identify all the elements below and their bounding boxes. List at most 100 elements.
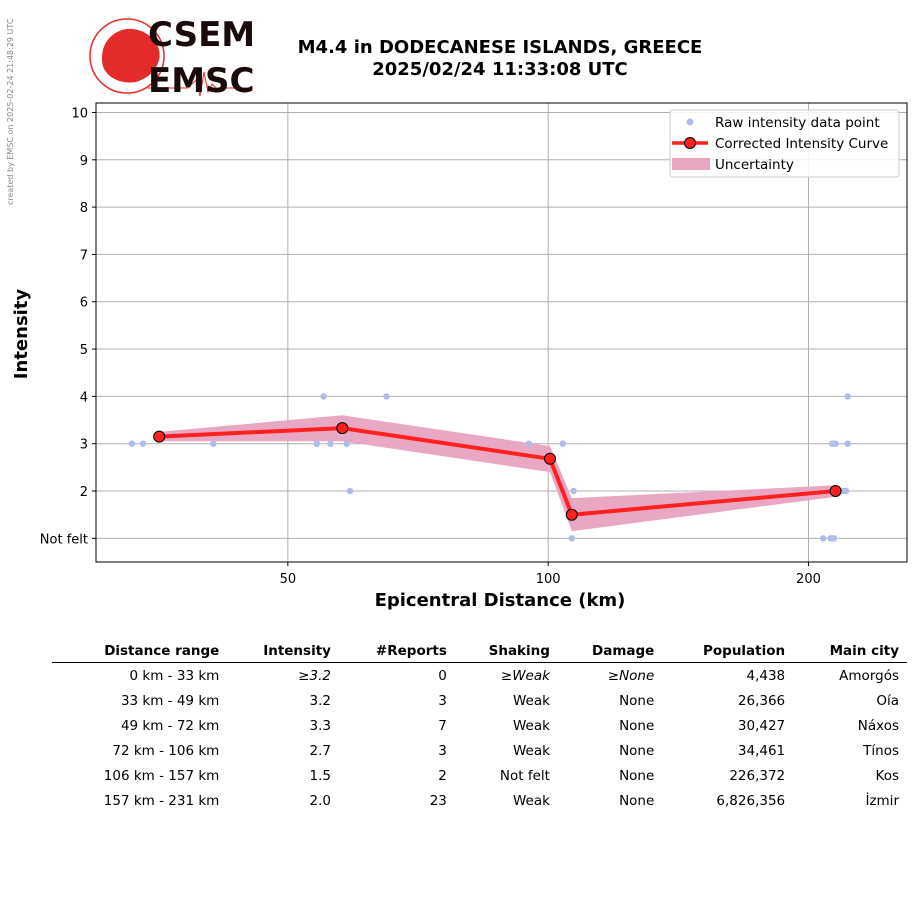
- legend-curve-label: Corrected Intensity Curve: [715, 136, 888, 152]
- event-datetime: 2025/02/24 11:33:08 UTC: [372, 59, 628, 80]
- emsc-logo: CSEM EMSC: [88, 15, 258, 104]
- y-tick-label: 4: [80, 390, 88, 405]
- cell-intensity: 2.0: [309, 792, 331, 809]
- curve-marker: [565, 508, 578, 521]
- cell-reports: 2: [438, 767, 447, 784]
- plot-frame: [95, 102, 908, 563]
- cell-city: Oía: [876, 692, 899, 709]
- raw-data-point: [844, 440, 851, 447]
- raw-data-point: [313, 440, 320, 447]
- cell-reports: 3: [438, 742, 447, 759]
- y-tick-label: 5: [80, 343, 88, 358]
- cell-city: İzmir: [865, 792, 899, 809]
- table-row: 72 km - 106 km 2.7 3 Weak None 34,461 Tínos: [52, 738, 907, 763]
- table-header: Distance range Intensity #Reports Shaking Da…: [52, 640, 907, 663]
- cell-population: 226,372: [729, 767, 786, 784]
- cell-damage: None: [619, 717, 655, 734]
- raw-data-point: [570, 487, 577, 495]
- raw-data-point: [842, 487, 850, 495]
- cell-range: 0 km - 33 km: [129, 667, 220, 684]
- raw-data-point: [343, 440, 350, 447]
- uncertainty-area: [159, 415, 836, 532]
- y-tick-label: 7: [80, 248, 88, 263]
- y-tick-label: 6: [80, 296, 88, 311]
- cell-damage: None: [619, 767, 655, 784]
- table-row: 106 km - 157 km 1.5 2 Not felt None 226,372 Ko…: [52, 763, 907, 788]
- curve-marker: [829, 485, 842, 497]
- cell-city: Amorgós: [839, 667, 899, 684]
- raw-data-point: [139, 440, 147, 447]
- raw-data-point: [559, 440, 567, 447]
- event-title: M4.4 in DODECANESE ISLANDS, GREECE: [297, 37, 703, 58]
- raw-data-point: [830, 535, 838, 542]
- cell-city: Tínos: [863, 742, 899, 759]
- cell-shaking: Weak: [512, 792, 550, 809]
- column-header: Damage: [557, 640, 663, 663]
- cell-damage: None: [619, 692, 655, 709]
- intensity-table: Distance range Intensity #Reports Shaking Da…: [52, 640, 907, 813]
- legend-curve-marker: [684, 137, 696, 149]
- y-tick-label: 9: [80, 154, 88, 169]
- curve-marker: [153, 430, 166, 443]
- raw-data-point: [320, 393, 327, 400]
- cell-population: 30,427: [737, 717, 786, 734]
- cell-intensity: 3.2: [227, 663, 339, 689]
- cell-reports: 23: [429, 792, 447, 809]
- intensity-chart: Not felt 2 3 4 5 6 7 8 9 10 50 100 200 Epicentral Di…: [11, 102, 908, 611]
- column-header: Main city: [793, 640, 907, 663]
- cell-city: Náxos: [857, 717, 899, 734]
- cell-intensity: 3.3: [309, 717, 331, 734]
- cell-population: 26,366: [737, 692, 786, 709]
- legend: Raw intensity data point Corrected Inten…: [669, 109, 900, 178]
- uncertainty-band: [159, 415, 836, 532]
- x-tick-label: 200: [796, 572, 821, 587]
- curve-marker: [336, 422, 349, 435]
- raw-data-point: [832, 440, 839, 447]
- logo-text-bottom: EMSC: [148, 61, 255, 100]
- raw-data-point: [128, 440, 135, 447]
- legend-band-swatch: [672, 158, 710, 170]
- raw-data-point: [844, 393, 851, 400]
- raw-data-point: [383, 393, 390, 400]
- legend-band-label: Uncertainty: [715, 157, 794, 173]
- cell-shaking: Weak: [512, 692, 550, 709]
- cell-range: 157 km - 231 km: [103, 792, 220, 809]
- logo-text-top: CSEM: [148, 16, 255, 55]
- cell-shaking: Weak: [455, 663, 558, 689]
- cell-population: 4,438: [746, 667, 786, 684]
- raw-data-point: [820, 535, 827, 542]
- raw-data-point: [210, 440, 217, 447]
- cell-range: 49 km - 72 km: [120, 717, 220, 734]
- cell-range: 106 km - 157 km: [103, 767, 220, 784]
- cell-range: 33 km - 49 km: [120, 692, 220, 709]
- cell-shaking: Weak: [512, 717, 550, 734]
- cell-intensity: 1.5: [309, 767, 331, 784]
- column-header: Intensity: [227, 640, 339, 663]
- raw-data-point: [346, 487, 354, 495]
- column-header: Shaking: [454, 640, 558, 663]
- cell-intensity: 3.2: [309, 692, 331, 709]
- column-header: #Reports: [338, 640, 455, 663]
- cell-population: 34,461: [737, 742, 786, 759]
- cell-damage: None: [558, 663, 662, 689]
- raw-points: [128, 393, 851, 542]
- cell-damage: None: [619, 742, 655, 759]
- x-tick-label: 50: [280, 572, 297, 587]
- y-axis-label: Intensity: [11, 289, 32, 380]
- cell-shaking: Weak: [512, 742, 550, 759]
- y-tick-label: 8: [80, 201, 88, 216]
- x-axis-label: Epicentral Distance (km): [375, 590, 626, 611]
- logo-graphic: CSEM EMSC: [89, 15, 255, 101]
- column-header: Population: [662, 640, 794, 663]
- cell-intensity: 2.7: [309, 742, 331, 759]
- y-tick-label: Not felt: [40, 532, 88, 547]
- cell-reports: 3: [438, 692, 447, 709]
- y-tick-label: 2: [80, 485, 88, 500]
- cell-shaking: Not felt: [499, 767, 550, 784]
- chart-title: M4.4 in DODECANESE ISLANDS, GREECE 2025/…: [250, 37, 750, 81]
- raw-data-point: [568, 535, 575, 542]
- cell-population: 6,826,356: [716, 792, 786, 809]
- legend-raw-label: Raw intensity data point: [715, 115, 880, 131]
